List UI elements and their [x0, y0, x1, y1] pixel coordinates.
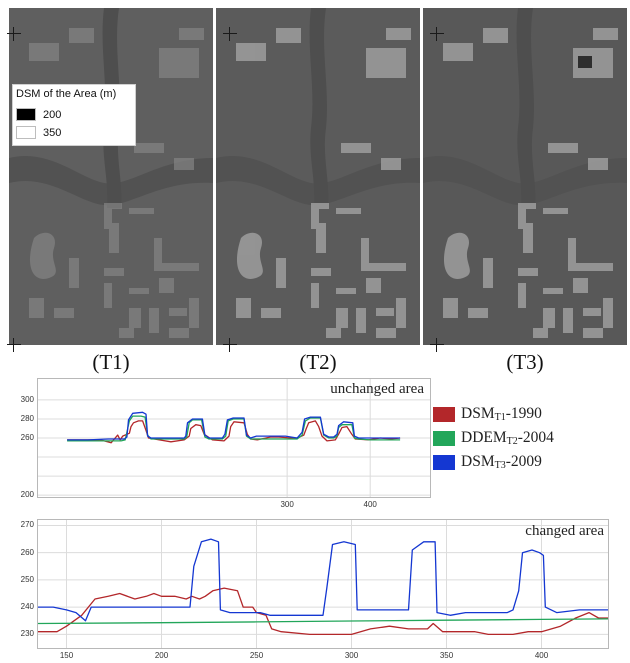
series-line: [37, 618, 609, 625]
y-tick-label: 260: [20, 433, 34, 442]
series-legend-label: DSMT3-2009: [461, 453, 542, 471]
series-legend-item: DSMT3-2009: [433, 453, 542, 471]
x-tick-label: 400: [534, 651, 549, 660]
legend-swatch-dsm-t3: [433, 454, 455, 470]
y-tick-label: 230: [20, 629, 34, 639]
dsm-legend-label: 200: [43, 108, 62, 121]
chart-changed-area: 230 240 250 260 270 150 200 250 300 350 400 changed…: [21, 519, 609, 660]
legend-swatch-200: [16, 108, 36, 121]
dsm-legend-title: DSM of the Area (m): [16, 88, 117, 100]
series-line: [67, 411, 401, 441]
chart-annotation: changed area: [525, 523, 604, 539]
y-tick-label: 300: [20, 394, 34, 404]
dsm-legend-label: 350: [43, 126, 62, 139]
dsm-panel-t2: [216, 8, 420, 345]
y-tick-label: 240: [20, 602, 34, 612]
x-tick-label: 400: [363, 500, 377, 509]
x-tick-label: 200: [154, 651, 169, 660]
legend-swatch-ddem-t2: [433, 430, 455, 446]
x-tick-label: 250: [249, 651, 264, 660]
x-tick-label: 300: [280, 500, 294, 509]
y-tick-label: 200: [20, 490, 34, 500]
series-legend: DSMT1-1990 DDEMT2-2004 DSMT3-2009: [433, 405, 623, 475]
chart-annotation: unchanged area: [330, 381, 424, 397]
x-tick-label: 350: [439, 651, 454, 660]
y-tick-label: 250: [20, 574, 34, 584]
legend-swatch-dsm-t1: [433, 406, 455, 422]
dsm-panel-t3: [423, 8, 627, 345]
dsm-legend-row: 350: [16, 126, 61, 139]
y-tick-label: 280: [20, 413, 34, 423]
y-tick-label: 270: [20, 520, 34, 530]
x-tick-label: 150: [59, 651, 74, 660]
chart-unchanged-area: 200 260 280 300 300 400 unchanged area: [21, 378, 431, 509]
y-tick-label: 260: [20, 547, 34, 557]
series-line: [38, 538, 608, 622]
legend-swatch-350: [16, 126, 36, 139]
series-legend-label: DSMT1-1990: [461, 405, 542, 423]
dsm-legend: DSM of the Area (m) 200 350: [12, 84, 136, 146]
panel-label-t3: (T3): [506, 350, 544, 374]
series-line: [67, 415, 401, 442]
series-legend-item: DDEMT2-2004: [433, 429, 554, 447]
panel-label-t1: (T1): [92, 350, 130, 374]
series-legend-item: DSMT1-1990: [433, 405, 542, 423]
x-tick-label: 300: [344, 651, 359, 660]
dsm-panel-t1: [9, 8, 213, 345]
dsm-legend-row: 200: [16, 108, 61, 121]
series-legend-label: DDEMT2-2004: [461, 429, 554, 447]
panel-label-t2: (T2): [299, 350, 337, 374]
